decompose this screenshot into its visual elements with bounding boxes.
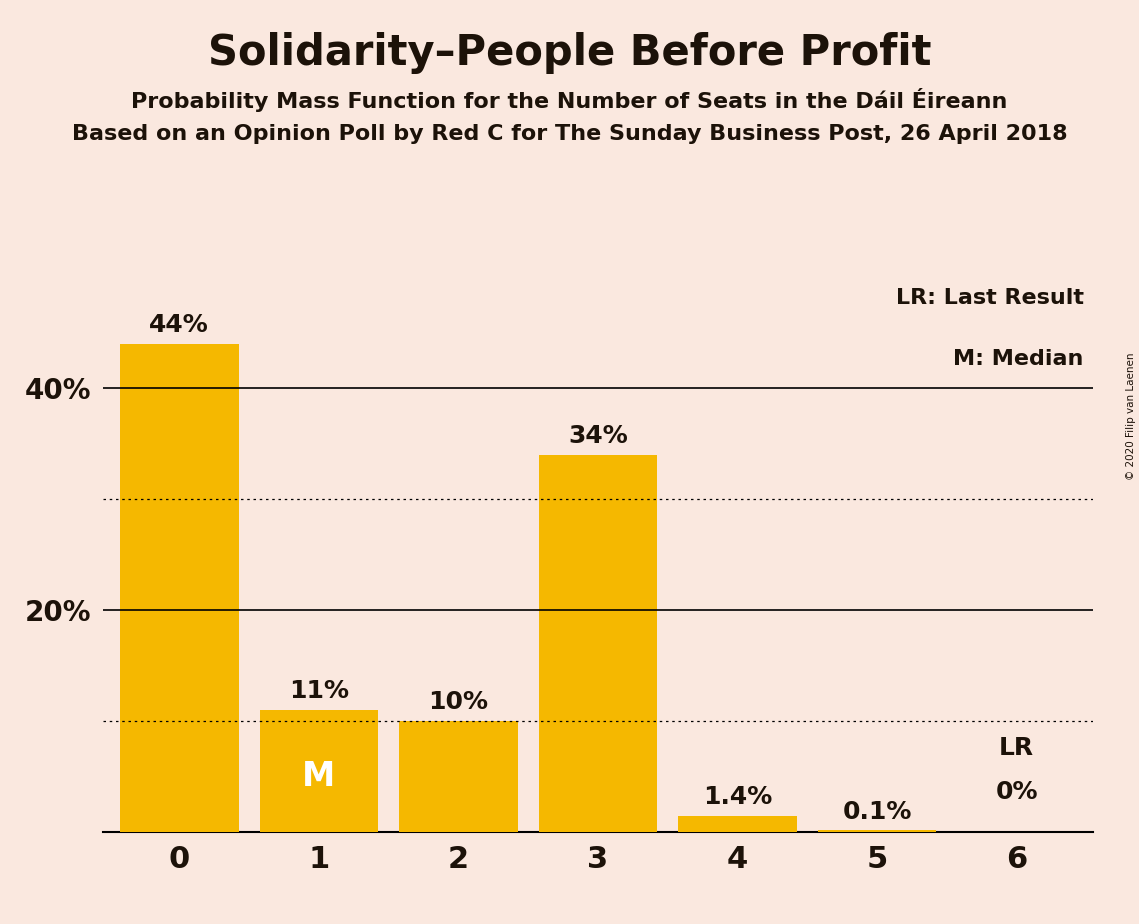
Text: 1.4%: 1.4% bbox=[703, 785, 772, 809]
Bar bbox=[539, 455, 657, 832]
Text: © 2020 Filip van Laenen: © 2020 Filip van Laenen bbox=[1126, 352, 1136, 480]
Text: Based on an Opinion Poll by Red C for The Sunday Business Post, 26 April 2018: Based on an Opinion Poll by Red C for Th… bbox=[72, 124, 1067, 144]
Text: M: M bbox=[302, 760, 336, 793]
Text: M: Median: M: Median bbox=[953, 349, 1083, 370]
Text: LR: Last Result: LR: Last Result bbox=[895, 288, 1083, 309]
Text: 0%: 0% bbox=[995, 780, 1038, 804]
Bar bbox=[120, 344, 238, 832]
Bar bbox=[399, 721, 518, 832]
Text: Probability Mass Function for the Number of Seats in the Dáil Éireann: Probability Mass Function for the Number… bbox=[131, 88, 1008, 112]
Bar bbox=[678, 816, 797, 832]
Bar bbox=[818, 831, 936, 832]
Text: Solidarity–People Before Profit: Solidarity–People Before Profit bbox=[207, 32, 932, 74]
Text: 44%: 44% bbox=[149, 313, 210, 337]
Text: 11%: 11% bbox=[289, 679, 349, 703]
Text: 0.1%: 0.1% bbox=[843, 800, 912, 824]
Bar bbox=[260, 710, 378, 832]
Text: LR: LR bbox=[999, 736, 1034, 760]
Text: 10%: 10% bbox=[428, 690, 489, 714]
Text: 34%: 34% bbox=[568, 424, 628, 448]
